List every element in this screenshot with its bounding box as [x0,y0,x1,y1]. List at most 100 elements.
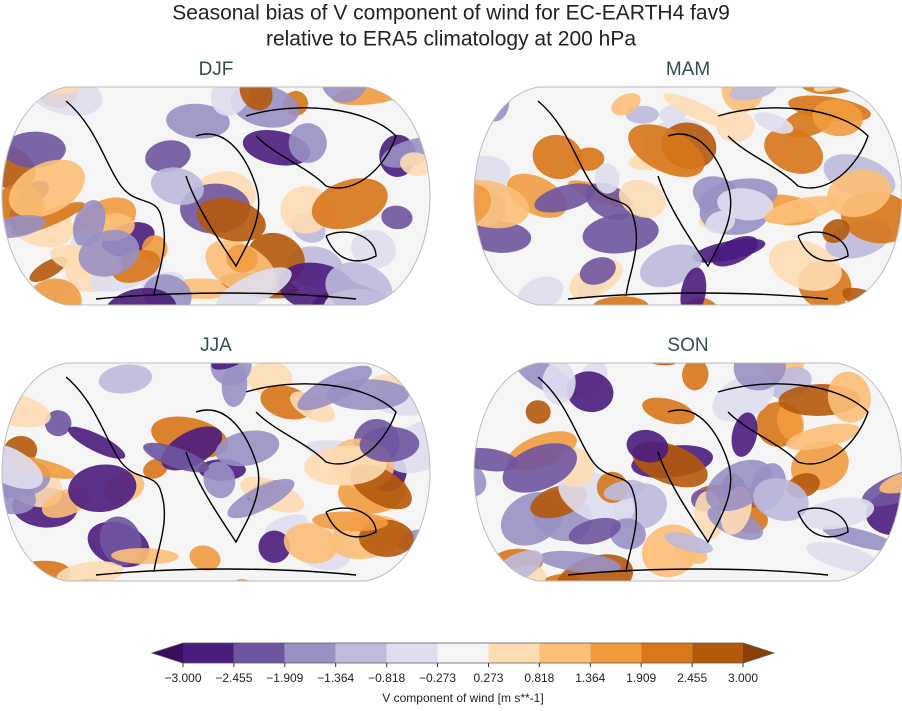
field-blob [78,230,140,277]
colorbar-bin [386,643,438,663]
field-blob [768,240,842,291]
colorbar-tick-label: 0.818 [524,671,554,685]
colorbar-bin [641,643,693,663]
coastline [537,100,869,300]
field-blob [3,131,66,168]
field-blob [741,21,785,59]
field-blob [101,287,177,305]
field [474,303,902,635]
field-blob [731,412,758,457]
field-blob [283,523,338,564]
colorbar-tick-label: −2.455 [215,671,252,685]
field-blob [677,578,754,632]
colorbar-bin [488,643,540,663]
field-blob [753,478,809,522]
field-blob [150,167,204,205]
field-blob [802,497,875,530]
field [474,21,902,344]
field-blob [711,235,758,267]
colorbar-extend-high [743,643,774,663]
field-blob [258,530,291,563]
title-line: relative to ERA5 climatology at 200 hPa [266,28,636,51]
field-blob [806,541,882,573]
field-blob [538,550,621,574]
panel-title: DJF [199,59,234,80]
field-blob [474,447,519,472]
colorbar: −3.000 −2.455 −1.909 −1.364 −0.818 −0.273 0.27… [150,642,776,705]
field-blob [288,123,327,163]
field-blob [664,532,713,554]
field-blob [754,112,794,134]
field-blob [626,429,669,463]
field-blob [98,364,153,394]
field-blob [772,306,853,344]
coastline [65,376,397,576]
colorbar-tick-label: 3.000 [728,671,758,685]
field-blob [143,442,209,473]
field-blob [400,152,430,176]
field-blob [739,301,809,341]
colorbar-tick-label: −0.818 [368,671,405,685]
field-blob [311,178,388,230]
colorbar-tick-label: −3.000 [164,671,201,685]
colorbar-tick-label: 1.364 [575,671,605,685]
field-blob [624,594,665,625]
map [1,325,431,582]
field-blob [682,363,709,391]
field-blob [823,581,902,635]
colorbar-tick-label: 2.455 [677,671,707,685]
map-border [1,86,431,306]
field-blob [733,363,787,391]
colorbar-bin [437,643,489,663]
field [2,325,430,581]
field-blob [566,371,614,413]
field-blob [542,363,576,405]
field-blob [568,517,621,545]
colorbar-extend-low [152,643,183,663]
field-blob [67,426,126,459]
field-blob [822,219,850,243]
field-blob [754,582,796,632]
field-blob [502,443,578,493]
field-blob [166,103,230,139]
field-blob [2,442,43,490]
panel-title: JJA [200,335,232,356]
field-blob [592,296,649,305]
field-blob [215,430,280,467]
field-blob [381,205,413,230]
field-blob [716,109,755,143]
field-blob [764,127,824,174]
field-blob [663,93,731,128]
field-blob [143,458,168,479]
field-blob [822,525,897,552]
field-blob [728,87,777,101]
colorbar-tick-label: 0.273 [473,671,503,685]
colorbar-label: V component of wind [m s**-1] [382,691,543,705]
field-blob [582,213,659,254]
colorbar-tick-label: −1.364 [317,671,354,685]
field-blob [474,221,532,253]
maps: DJF MAM JJA SON [1,21,902,635]
field-blob [812,303,890,353]
field-blob [534,183,596,213]
field-blob [474,183,492,231]
field-blob [532,134,583,180]
field-blob [320,87,368,103]
field-blob [203,461,236,499]
field-blob [325,262,393,305]
field-blob [827,371,871,423]
map-border [473,86,902,306]
field-blob [189,545,221,571]
map [473,303,902,635]
field-blob [68,464,137,512]
field-blob [56,561,124,581]
field-blob [111,548,179,565]
field-blob [705,210,736,234]
field-blob [239,87,273,111]
colorbar-tick-label: −0.273 [419,671,456,685]
field-blob [226,244,258,273]
field-blob [145,325,186,366]
field-blob [579,257,616,285]
field-blob [525,400,551,424]
